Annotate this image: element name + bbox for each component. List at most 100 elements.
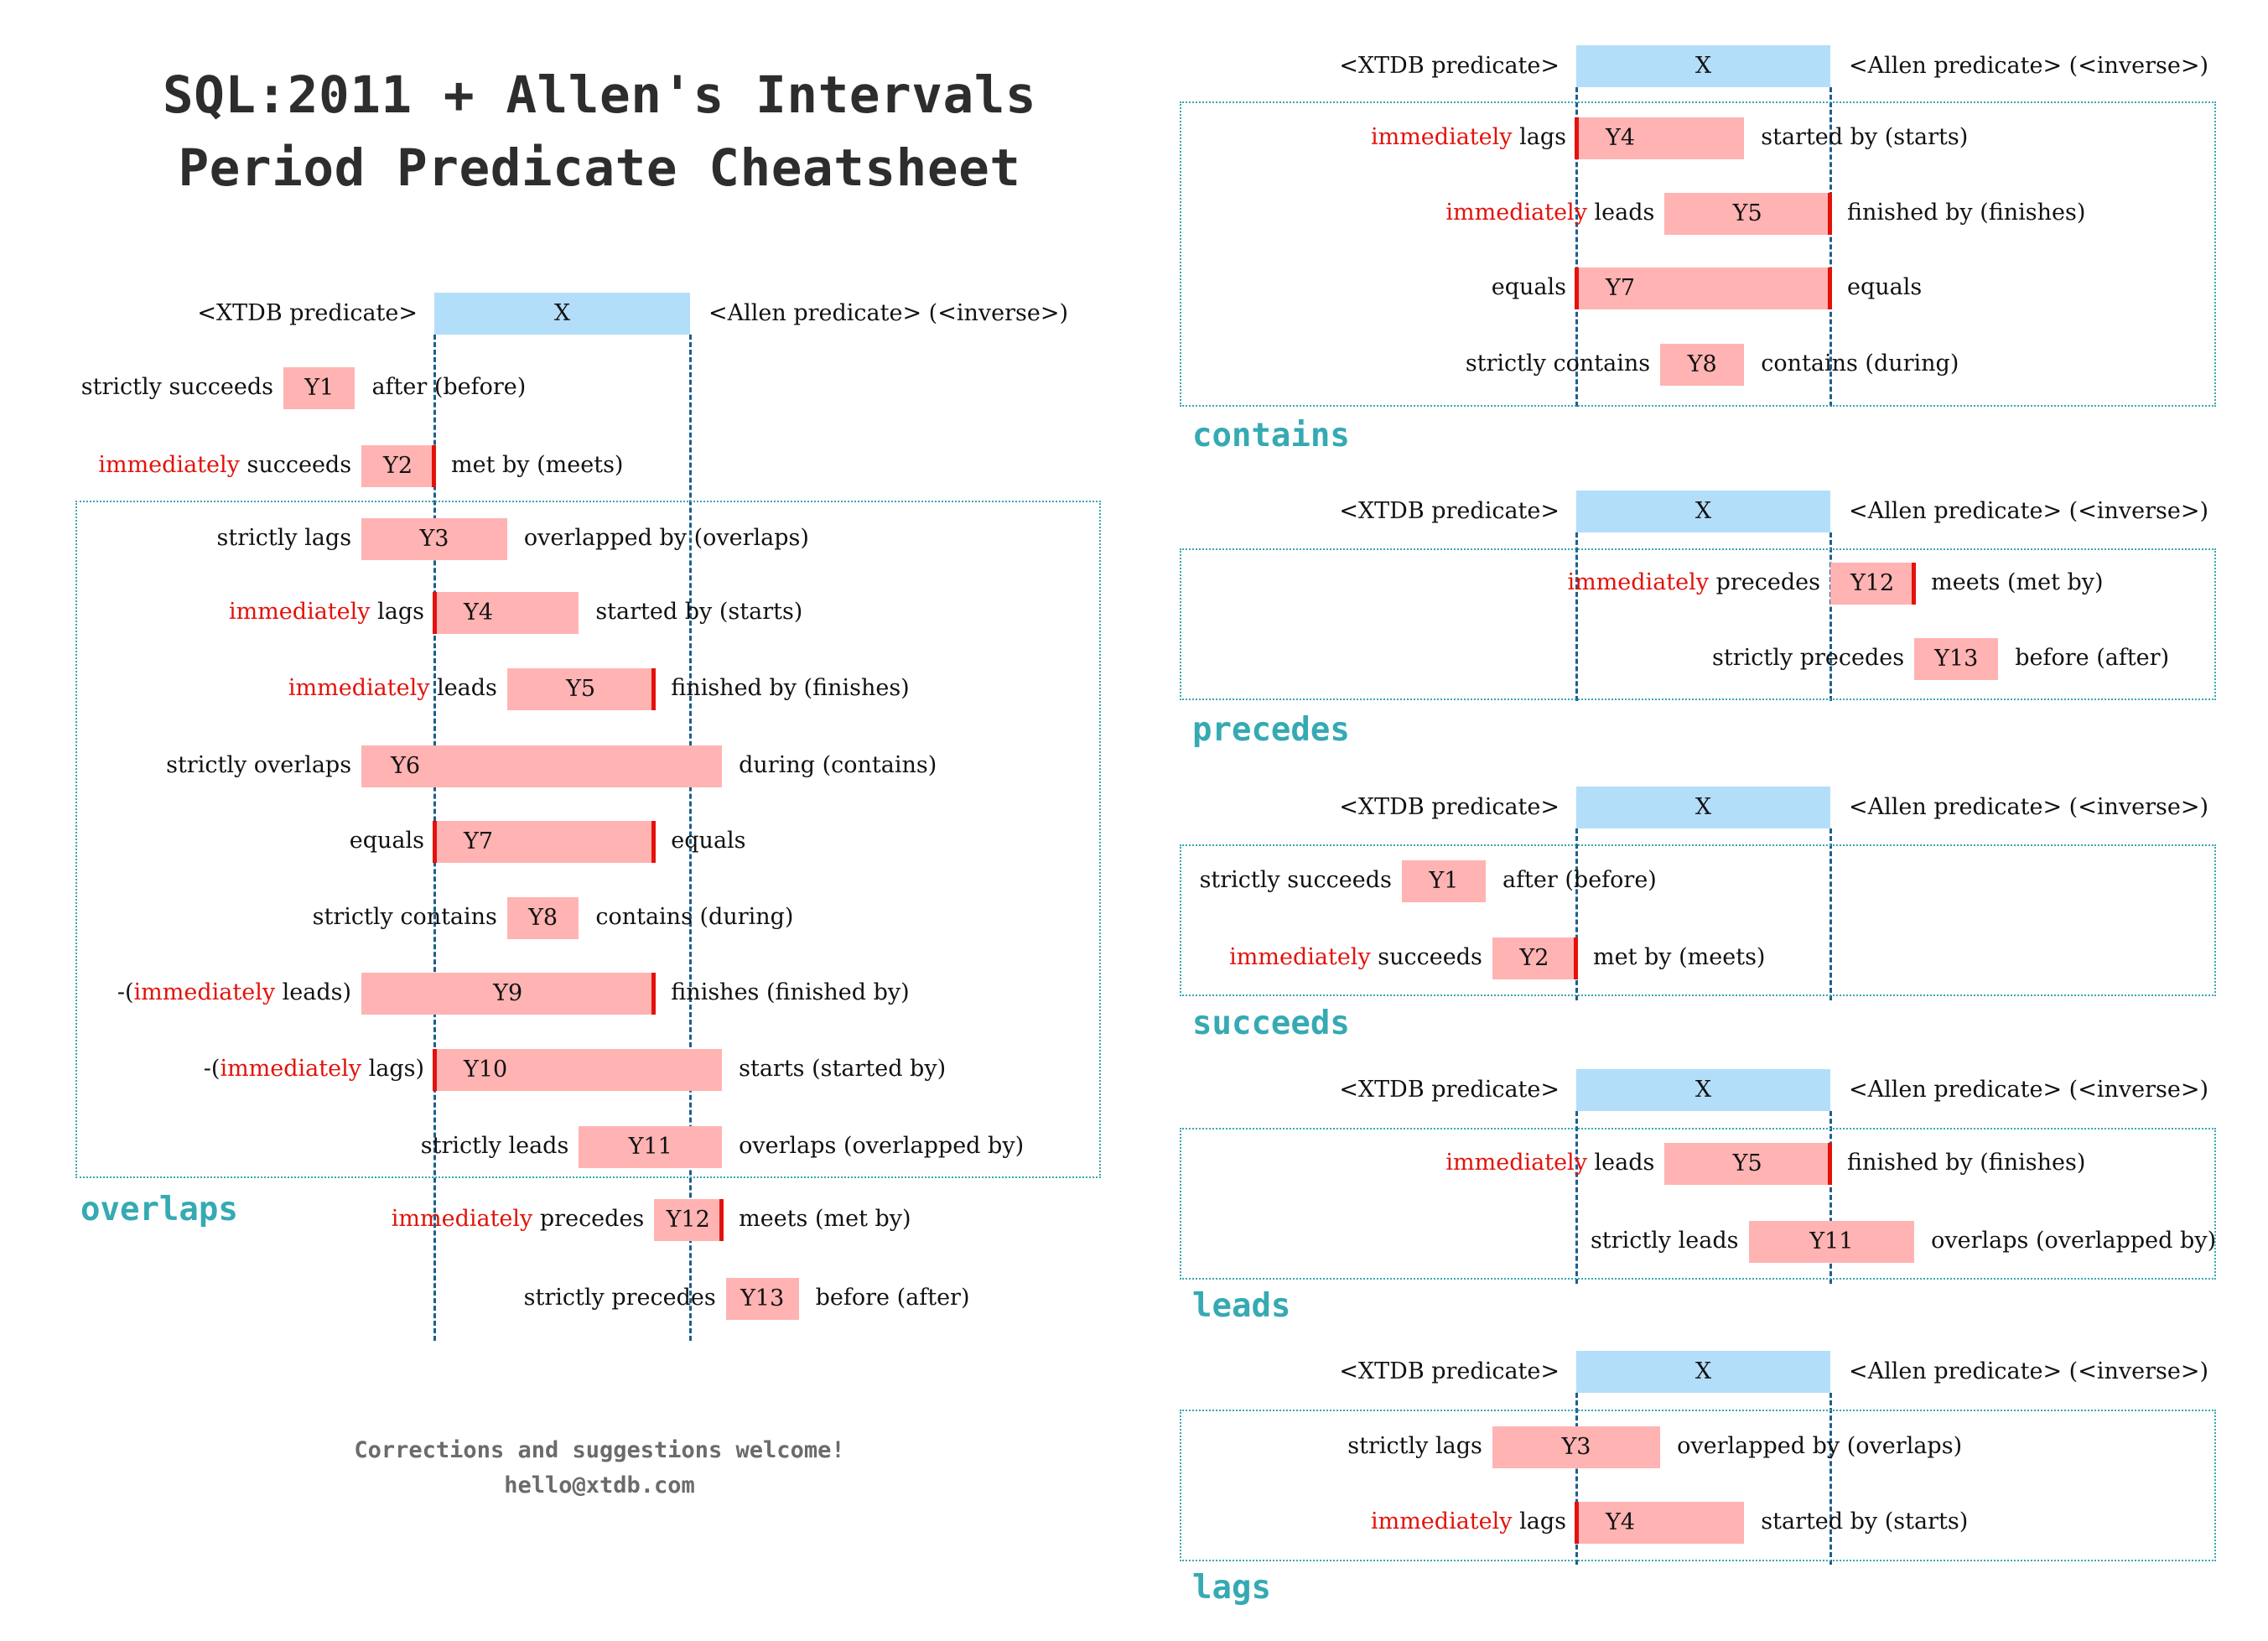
side-contains-group-box xyxy=(1180,101,2216,407)
main-xtdb-label-y12: immediately precedes xyxy=(392,1207,645,1230)
main-allen-label-y1: after (before) xyxy=(371,374,527,400)
main-xtdb-label-y7: equals xyxy=(350,829,424,852)
main-allen-label-y6: during (contains) xyxy=(739,752,937,778)
side-precedes-edge-right-y12 xyxy=(1912,563,1917,605)
side-precedes-bar-y12: Y12 xyxy=(1830,563,1915,605)
main-allen-label-y7: equals xyxy=(671,828,746,854)
side-contains-edge-right-y5 xyxy=(1828,193,1832,235)
side-succeeds-edge-right-y2 xyxy=(1574,937,1578,979)
label-highlight: immediately xyxy=(133,979,276,1005)
side-contains-allen-label-y5: finished by (finishes) xyxy=(1847,200,2086,226)
side-lags-group-box xyxy=(1180,1410,2216,1561)
label-highlight: immediately xyxy=(1370,124,1513,150)
side-leads-end-guide-line xyxy=(1829,1111,1832,1284)
title-line-1: SQL:2011 + Allen's Intervals xyxy=(162,65,1037,125)
main-xtdb-label-y2: immediately succeeds xyxy=(98,454,351,476)
label-text: precedes xyxy=(532,1206,645,1232)
main-edge-right-y7 xyxy=(651,821,657,863)
main-allen-label-y4: started by (starts) xyxy=(595,599,803,625)
side-leads-edge-right-y5 xyxy=(1828,1143,1832,1185)
side-succeeds-xtdb-label-y1: strictly succeeds xyxy=(1200,869,1392,891)
side-precedes-xtdb-label-y13: strictly precedes xyxy=(1712,647,1904,669)
main-edge-right-y2 xyxy=(432,445,436,487)
main-end-guide-line xyxy=(689,335,692,1341)
main-bar-y1: Y1 xyxy=(283,367,356,409)
side-contains-allen-label-y8: contains (during) xyxy=(1761,351,1959,376)
side-leads-group-box xyxy=(1180,1128,2216,1280)
side-succeeds-allen-label-y2: met by (meets) xyxy=(1593,944,1766,970)
side-succeeds-group-label: succeeds xyxy=(1192,1005,1350,1042)
side-precedes-header-left-label: <XTDB predicate> xyxy=(1339,498,1560,524)
side-precedes-start-guide-line xyxy=(1575,532,1578,701)
label-highlight: immediately xyxy=(1370,1509,1513,1535)
main-xtdb-label-y5: immediately leads xyxy=(288,677,497,699)
label-text: lags xyxy=(370,599,424,625)
label-text: succeeds xyxy=(1370,944,1482,970)
side-leads-start-guide-line xyxy=(1575,1111,1578,1284)
label-text: succeeds xyxy=(239,452,352,478)
side-leads-xtdb-label-y5: immediately leads xyxy=(1445,1151,1654,1174)
side-succeeds-allen-label-y1: after (before) xyxy=(1502,867,1657,893)
side-contains-start-guide-line xyxy=(1575,87,1578,407)
side-precedes-allen-label-y13: before (after) xyxy=(2015,645,2170,671)
main-bar-y3: Y3 xyxy=(361,518,507,560)
side-leads-bar-y11: Y11 xyxy=(1748,1221,1915,1263)
side-succeeds-end-guide-line xyxy=(1829,828,1832,1000)
label-text: strictly contains xyxy=(312,904,497,930)
side-contains-xtdb-label-y4: immediately lags xyxy=(1371,126,1566,148)
main-bar-y4: Y4 xyxy=(434,592,579,634)
label-highlight: immediately xyxy=(391,1206,533,1232)
side-precedes-group-label: precedes xyxy=(1192,711,1350,749)
side-precedes-x-bar: X xyxy=(1576,491,1830,532)
label-text: strictly succeeds xyxy=(1199,867,1392,893)
side-lags-allen-label-y4: started by (starts) xyxy=(1761,1509,1969,1535)
label-highlight: immediately xyxy=(220,1056,361,1082)
main-edge-right-y9 xyxy=(651,973,657,1015)
side-precedes-group-box xyxy=(1180,548,2216,700)
label-text: strictly overlaps xyxy=(166,752,352,778)
label-text: lags) xyxy=(361,1056,424,1082)
main-edge-right-y5 xyxy=(651,668,657,710)
main-allen-label-y11: overlaps (overlapped by) xyxy=(739,1133,1025,1159)
side-contains-allen-label-y7: equals xyxy=(1847,274,1923,300)
main-bar-y7: Y7 xyxy=(434,821,655,863)
main-xtdb-label-y9: -(immediately leads) xyxy=(117,981,351,1004)
main-bar-y12: Y12 xyxy=(654,1199,723,1241)
label-text: leads xyxy=(1586,1150,1655,1176)
side-lags-end-guide-line xyxy=(1829,1393,1832,1565)
side-contains-end-guide-line xyxy=(1829,87,1832,407)
side-leads-allen-label-y5: finished by (finishes) xyxy=(1847,1150,2086,1176)
side-succeeds-bar-y1: Y1 xyxy=(1401,860,1486,902)
main-allen-label-y9: finishes (finished by) xyxy=(671,979,910,1005)
side-leads-xtdb-label-y11: strictly leads xyxy=(1591,1229,1739,1252)
side-contains-edge-left-y7 xyxy=(1575,267,1579,309)
main-edge-left-y7 xyxy=(433,821,437,863)
side-leads-header-left-label: <XTDB predicate> xyxy=(1339,1077,1560,1103)
main-xtdb-label-y8: strictly contains xyxy=(313,906,497,928)
side-succeeds-header-left-label: <XTDB predicate> xyxy=(1339,794,1560,820)
side-contains-group-label: contains xyxy=(1192,417,1350,454)
overlaps-group-box xyxy=(75,501,1101,1178)
label-text: lags xyxy=(1512,124,1566,150)
side-lags-allen-label-y3: overlapped by (overlaps) xyxy=(1677,1433,1963,1459)
label-text: precedes xyxy=(1709,569,1820,595)
side-succeeds-group-box xyxy=(1180,844,2216,996)
main-xtdb-label-y1: strictly succeeds xyxy=(81,376,273,398)
main-xtdb-label-y4: immediately lags xyxy=(229,600,424,623)
label-text: strictly precedes xyxy=(1712,645,1905,671)
side-leads-group-label: leads xyxy=(1192,1287,1291,1325)
label-text: strictly lags xyxy=(216,525,352,551)
label-highlight: immediately xyxy=(98,452,240,478)
footer-email: hello@xtdb.com xyxy=(504,1472,695,1498)
side-leads-header-right-label: <Allen predicate> (<inverse>) xyxy=(1849,1077,2208,1103)
side-contains-bar-y4: Y4 xyxy=(1576,117,1745,159)
main-header-left-label: <XTDB predicate> xyxy=(197,300,418,326)
side-contains-x-bar: X xyxy=(1576,45,1830,87)
side-succeeds-xtdb-label-y2: immediately succeeds xyxy=(1229,946,1482,969)
label-text: equals xyxy=(1491,274,1566,300)
side-precedes-end-guide-line xyxy=(1829,532,1832,701)
side-contains-xtdb-label-y7: equals xyxy=(1492,276,1566,299)
main-allen-label-y5: finished by (finishes) xyxy=(671,675,910,701)
label-text: strictly contains xyxy=(1465,351,1651,376)
side-precedes-header-right-label: <Allen predicate> (<inverse>) xyxy=(1849,498,2208,524)
